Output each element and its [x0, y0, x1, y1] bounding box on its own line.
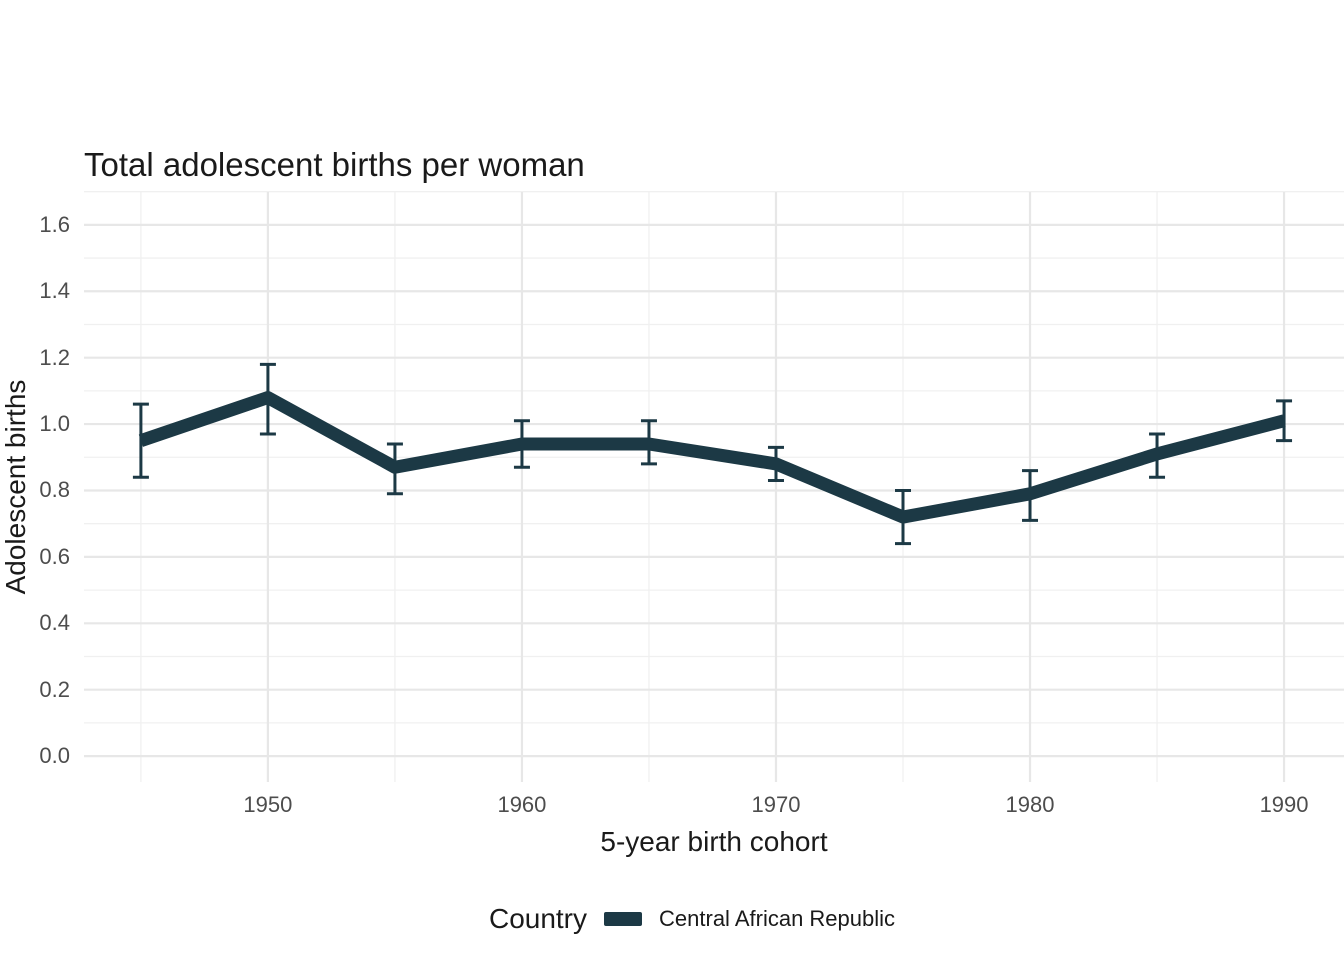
x-tick-label: 1950	[243, 792, 293, 817]
legend-entry-label: Central African Republic	[659, 906, 896, 931]
y-tick-label: 0.6	[39, 543, 70, 569]
y-tick-label: 1.6	[39, 211, 70, 237]
x-tick-label: 1980	[1005, 792, 1055, 817]
x-tick-label: 1990	[1259, 792, 1309, 817]
data-line	[138, 391, 1286, 524]
x-tick-label: 1970	[751, 792, 801, 817]
y-tick-label: 0.2	[39, 676, 70, 702]
legend-line-swatch	[604, 912, 643, 926]
y-tick-label: 0.4	[39, 610, 70, 636]
legend-title: Country	[488, 903, 588, 934]
y-tick-label: 1.2	[39, 344, 70, 370]
chart-title: Total adolescent births per woman	[84, 146, 585, 183]
y-tick-label: 0.0	[39, 743, 70, 769]
y-tick-label: 1.0	[39, 411, 70, 437]
legend: Country Central African Republic	[20, 903, 1344, 935]
x-tick-label: 1960	[497, 792, 547, 817]
x-axis-title: 5-year birth cohort	[600, 826, 828, 857]
y-tick-label: 0.8	[39, 477, 70, 503]
y-tick-label: 1.4	[39, 278, 70, 304]
